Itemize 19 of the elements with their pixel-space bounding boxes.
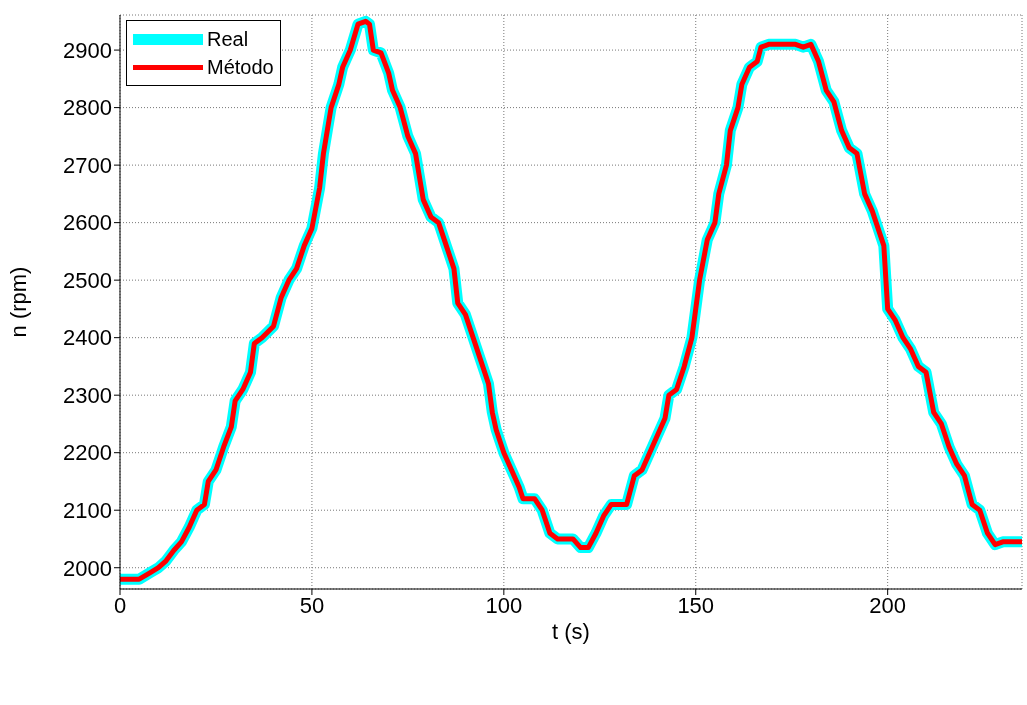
y-tick-label: 2300 — [63, 382, 112, 408]
y-tick-label: 2600 — [63, 210, 112, 236]
y-tick-label: 2000 — [63, 555, 112, 581]
x-axis-title: t (s) — [552, 619, 590, 644]
x-tick-label: 150 — [677, 592, 715, 618]
legend-label: Real — [207, 27, 249, 51]
y-tick-label: 2700 — [63, 152, 112, 178]
y-tick-label: 2800 — [63, 95, 112, 121]
legend-label: Método — [207, 55, 274, 79]
y-axis-title: n (rpm) — [5, 266, 31, 338]
y-tick-label: 2400 — [63, 325, 112, 351]
x-tick-label: 200 — [869, 592, 907, 618]
y-tick-label: 2900 — [63, 37, 112, 63]
x-tick-label: 0 — [113, 592, 127, 618]
y-tick-label: 2100 — [63, 498, 112, 524]
y-tick-label: 2500 — [63, 267, 112, 293]
x-tick-label: 50 — [299, 592, 325, 618]
x-tick-label: 100 — [485, 592, 523, 618]
y-tick-label: 2200 — [63, 440, 112, 466]
